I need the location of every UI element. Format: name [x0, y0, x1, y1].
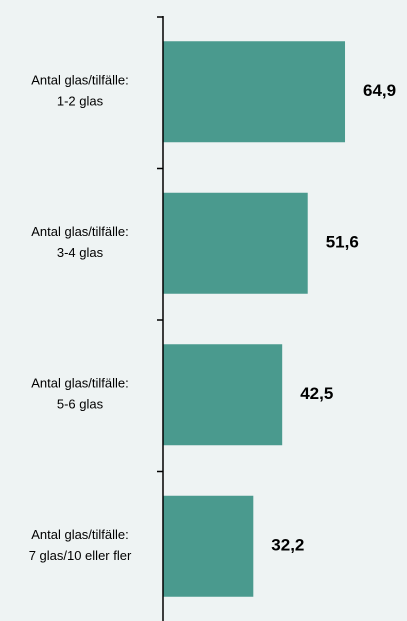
y-tick-label: Antal glas/tilfälle:	[31, 73, 129, 88]
y-tick-label: Antal glas/tilfälle:	[31, 224, 129, 239]
bar	[163, 344, 283, 446]
bar	[163, 192, 308, 294]
value-label: 42,5	[300, 384, 333, 403]
value-label: 51,6	[326, 233, 359, 252]
bar	[163, 495, 254, 597]
y-tick-label: 7 glas/10 eller fler	[29, 548, 132, 563]
y-tick-label: Antal glas/tilfälle:	[31, 376, 129, 391]
y-tick-label: Antal glas/tilfälle:	[31, 527, 129, 542]
value-label: 32,2	[271, 536, 304, 555]
y-tick-label: 1-2 glas	[57, 94, 104, 109]
y-tick-label: 5-6 glas	[57, 397, 104, 412]
bar	[163, 41, 346, 143]
y-tick-label: 3-4 glas	[57, 245, 104, 260]
value-label: 64,9	[363, 81, 396, 100]
